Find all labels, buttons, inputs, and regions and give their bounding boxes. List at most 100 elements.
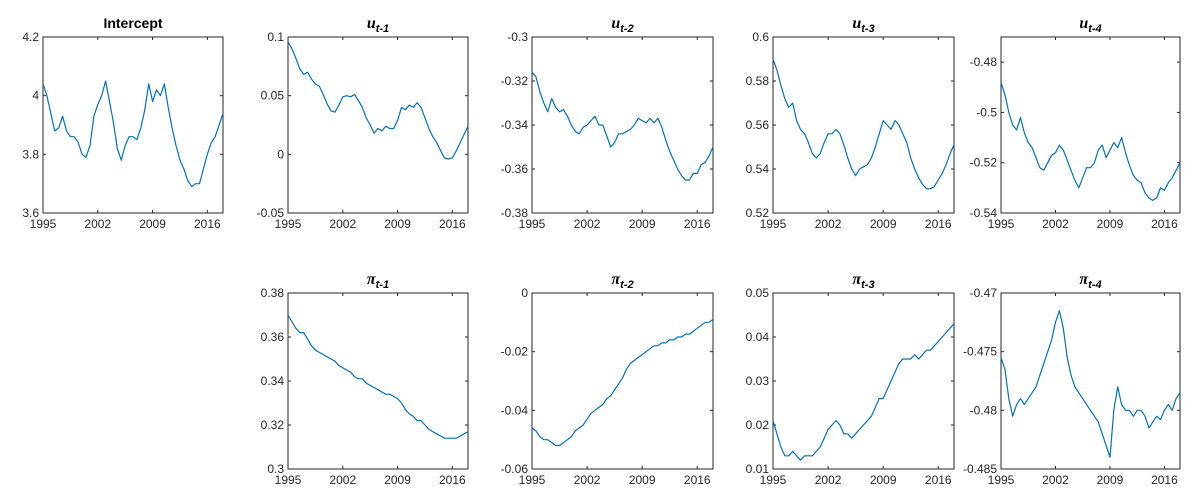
panel-title-symbol: π bbox=[1079, 271, 1089, 288]
series-line bbox=[1000, 310, 1181, 458]
x-tick-label: 2002 bbox=[1042, 217, 1069, 231]
panel-title-subscript: t-2 bbox=[620, 23, 633, 35]
series-line bbox=[531, 71, 714, 181]
series-line bbox=[772, 58, 955, 190]
panel-title-symbol: π bbox=[852, 271, 862, 288]
panel-title: πt-2 bbox=[611, 271, 633, 291]
y-tick-label: 0.3 bbox=[267, 462, 284, 476]
y-tick-label: -0.47 bbox=[970, 286, 998, 300]
y-tick-label: -0.02 bbox=[501, 345, 529, 359]
y-tick-label: -0.04 bbox=[501, 403, 529, 417]
y-tick-label: 0.02 bbox=[746, 418, 770, 432]
x-tick-label: 2002 bbox=[815, 473, 842, 487]
plot-frame bbox=[287, 292, 469, 470]
panel-title-subscript: t-4 bbox=[1088, 279, 1101, 291]
x-tick-label: 2009 bbox=[870, 473, 897, 487]
series-line bbox=[287, 314, 469, 439]
y-tick-label: -0.52 bbox=[970, 156, 998, 170]
x-tick-label: 2002 bbox=[329, 473, 356, 487]
panel-title-symbol: π bbox=[367, 271, 377, 288]
series-line bbox=[531, 318, 714, 447]
x-tick-label: 2002 bbox=[815, 217, 842, 231]
chart-panel-9: πt-4 1995 2002 2009 2016 -0.485 -0.48 -0.475 -0.… bbox=[963, 271, 1181, 487]
y-tick-label: -0.485 bbox=[963, 462, 997, 476]
panel-title: ut-2 bbox=[611, 15, 633, 35]
y-tick-label: 0.1 bbox=[267, 30, 284, 44]
y-tick-label: 3.6 bbox=[22, 206, 39, 220]
y-tick-label: -0.5 bbox=[976, 105, 997, 119]
plot-frame bbox=[287, 36, 469, 214]
x-tick-label: 2016 bbox=[684, 473, 711, 487]
y-tick-label: -0.48 bbox=[970, 403, 998, 417]
panel-title-symbol: u bbox=[852, 15, 861, 32]
x-tick-label: 2009 bbox=[629, 473, 656, 487]
x-tick-label: 2002 bbox=[574, 217, 601, 231]
x-tick-label: 1995 bbox=[760, 473, 787, 487]
y-tick-label: -0.05 bbox=[257, 206, 285, 220]
plot-frame bbox=[772, 292, 955, 470]
x-tick-label: 1995 bbox=[519, 473, 546, 487]
x-tick-label: 1995 bbox=[30, 217, 57, 231]
y-tick-label: -0.38 bbox=[501, 206, 529, 220]
panel-title-text: Intercept bbox=[103, 15, 162, 31]
x-tick-label: 2016 bbox=[925, 217, 952, 231]
x-tick-label: 1995 bbox=[275, 217, 302, 231]
y-tick-label: 0.6 bbox=[752, 30, 769, 44]
y-tick-label: 0.36 bbox=[261, 330, 285, 344]
y-tick-label: 0.54 bbox=[746, 162, 770, 176]
x-tick-label: 1995 bbox=[988, 473, 1015, 487]
chart-panel-1: Intercept 1995 2002 2009 2016 3.6 3.8 4 4.2 bbox=[22, 15, 224, 231]
x-tick-label: 2016 bbox=[684, 217, 711, 231]
x-tick-label: 2009 bbox=[870, 217, 897, 231]
y-tick-label: -0.475 bbox=[963, 345, 997, 359]
x-tick-label: 2002 bbox=[84, 217, 111, 231]
x-tick-label: 2009 bbox=[1097, 217, 1124, 231]
panel-title-symbol: u bbox=[1079, 15, 1088, 32]
y-tick-label: -0.06 bbox=[501, 462, 529, 476]
chart-panel-2: ut-1 1995 2002 2009 2016 -0.05 0 0.05 0.1 bbox=[257, 15, 469, 231]
chart-panel-8: πt-3 1995 2002 2009 2016 0.01 0.02 0.03 0.04 0.05 bbox=[746, 271, 955, 487]
panel-title: πt-3 bbox=[852, 271, 874, 291]
x-tick-label: 2016 bbox=[1151, 473, 1178, 487]
y-tick-label: 0.38 bbox=[261, 286, 285, 300]
series-line bbox=[772, 323, 955, 461]
x-tick-label: 2016 bbox=[439, 217, 466, 231]
panel-title: ut-3 bbox=[852, 15, 874, 35]
y-tick-label: 0 bbox=[521, 286, 528, 300]
y-tick-label: 0 bbox=[277, 147, 284, 161]
x-tick-label: 2009 bbox=[1097, 473, 1124, 487]
panel-title: πt-4 bbox=[1079, 271, 1101, 291]
x-tick-label: 2009 bbox=[384, 473, 411, 487]
x-tick-label: 1995 bbox=[519, 217, 546, 231]
panel-title: Intercept bbox=[103, 15, 162, 31]
x-tick-label: 2009 bbox=[629, 217, 656, 231]
y-tick-label: -0.36 bbox=[501, 162, 529, 176]
x-tick-label: 2016 bbox=[925, 473, 952, 487]
panel-title-subscript: t-1 bbox=[376, 279, 389, 291]
x-tick-label: 2016 bbox=[1151, 217, 1178, 231]
plot-frame bbox=[1000, 292, 1181, 470]
chart-panel-3: ut-2 1995 2002 2009 2016 -0.38 -0.36 -0.34 -0.32… bbox=[501, 15, 714, 231]
panel-title-symbol: π bbox=[611, 271, 621, 288]
y-tick-label: 0.05 bbox=[746, 286, 770, 300]
plot-frame bbox=[1000, 36, 1181, 214]
y-tick-label: 0.58 bbox=[746, 74, 770, 88]
x-tick-label: 2009 bbox=[384, 217, 411, 231]
x-tick-label: 2002 bbox=[574, 473, 601, 487]
plot-frame bbox=[42, 36, 224, 214]
y-tick-label: 3.8 bbox=[22, 147, 39, 161]
panel-title: πt-1 bbox=[367, 271, 389, 291]
plot-frame bbox=[531, 292, 714, 470]
series-line bbox=[42, 80, 224, 188]
panel-title: ut-4 bbox=[1079, 15, 1101, 35]
x-tick-label: 1995 bbox=[988, 217, 1015, 231]
y-tick-label: 0.04 bbox=[746, 330, 770, 344]
panel-title-symbol: u bbox=[367, 15, 376, 32]
y-tick-label: -0.3 bbox=[507, 30, 528, 44]
x-tick-label: 1995 bbox=[760, 217, 787, 231]
panel-title-subscript: t-3 bbox=[861, 279, 874, 291]
y-tick-label: 0.52 bbox=[746, 206, 770, 220]
panel-title: ut-1 bbox=[367, 15, 389, 35]
chart-panel-6: πt-1 1995 2002 2009 2016 0.3 0.32 0.34 0.36 0.38 bbox=[261, 271, 469, 487]
